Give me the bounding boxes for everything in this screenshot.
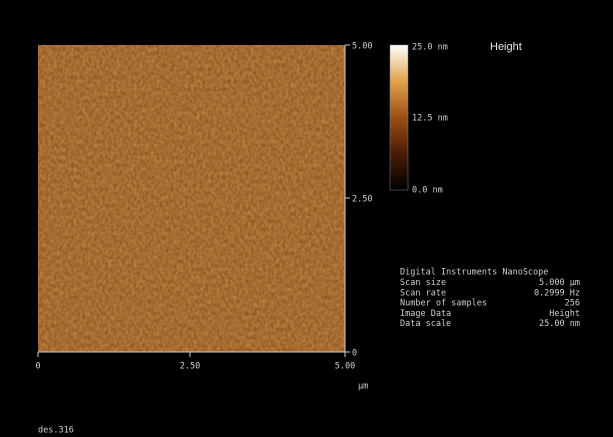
info-label: Scan rate: [400, 288, 446, 298]
afm-image: 5.00 2.50 0 0 2.50 5.00 µm: [35, 42, 372, 392]
colorbar-gradient: [390, 45, 408, 190]
filename: des.316: [38, 426, 74, 436]
image-texture: [38, 45, 345, 352]
y-tick-label: 0: [352, 349, 357, 359]
y-tick-label: 5.00: [352, 42, 372, 52]
info-label: Scan size: [400, 278, 446, 288]
x-tick-label: 5.00: [335, 362, 355, 372]
screen: 5.00 2.50 0 0 2.50 5.00 µm 25.0 nm 12.5 …: [0, 0, 613, 437]
info-label: Data scale: [400, 319, 451, 329]
x-tick-label: 0: [35, 362, 40, 372]
colorbar-label: 25.0 nm: [412, 43, 448, 53]
info-value: 5.000 µm: [539, 278, 580, 288]
info-label: Number of samples: [400, 299, 487, 309]
info-header: Digital Instruments NanoScope: [400, 268, 548, 278]
y-tick-label: 2.50: [352, 195, 372, 205]
info-value: 25.00 nm: [539, 319, 580, 329]
x-unit: µm: [358, 382, 368, 392]
info-value: Height: [549, 309, 580, 319]
info-value: 0.2999 Hz: [534, 288, 580, 298]
info-value: 256: [565, 299, 580, 309]
colorbar-label: 0.0 nm: [412, 186, 443, 196]
x-tick-label: 2.50: [180, 362, 200, 372]
colorbar-label: 12.5 nm: [412, 114, 448, 124]
colorbar-title: Height: [490, 41, 522, 53]
info-label: Image Data: [400, 309, 451, 319]
